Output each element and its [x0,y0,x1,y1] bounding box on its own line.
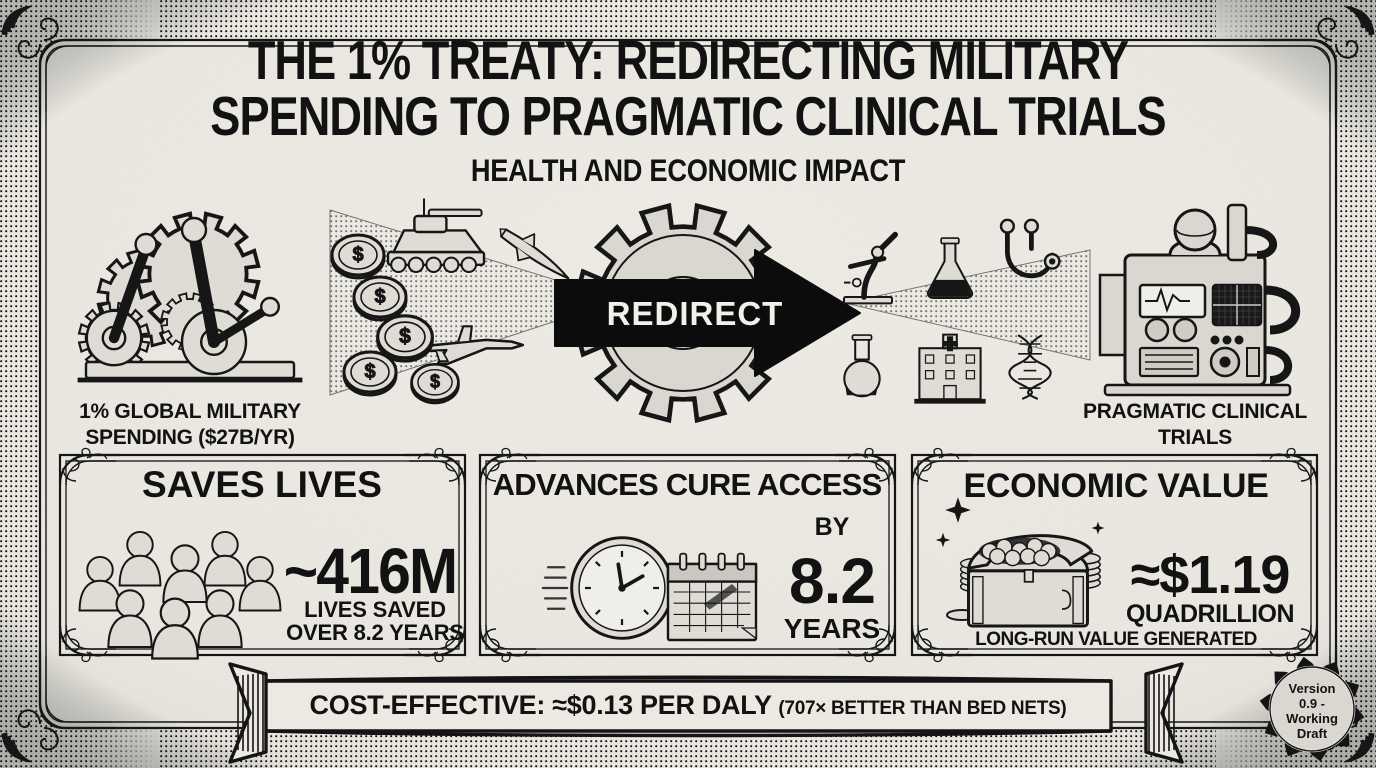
svg-text:≈$1.19: ≈$1.19 [1131,545,1290,605]
svg-text:PRAGMATIC CLINICAL: PRAGMATIC CLINICAL [1083,400,1307,423]
svg-text:COST-EFFECTIVE: ≈$0.13 PER DAL: COST-EFFECTIVE: ≈$0.13 PER DALY (707× BE… [310,690,1067,720]
svg-text:~416M: ~416M [284,536,456,608]
svg-text:BY: BY [815,513,850,541]
svg-text:LIVES SAVED: LIVES SAVED [304,597,446,622]
svg-text:REDIRECT: REDIRECT [607,295,784,332]
svg-text:ECONOMIC VALUE: ECONOMIC VALUE [964,467,1269,505]
svg-text:0.9 -: 0.9 - [1299,696,1325,711]
svg-text:LONG-RUN VALUE GENERATED: LONG-RUN VALUE GENERATED [975,629,1257,650]
svg-text:TRIALS: TRIALS [1158,426,1232,449]
svg-text:Version: Version [1289,681,1336,696]
svg-text:Working: Working [1286,711,1338,726]
svg-text:SAVES LIVES: SAVES LIVES [142,464,382,505]
svg-text:OVER 8.2 YEARS: OVER 8.2 YEARS [286,620,464,645]
svg-text:Draft: Draft [1297,726,1328,741]
svg-text:QUADRILLION: QUADRILLION [1126,600,1294,628]
svg-text:ADVANCES CURE ACCESS: ADVANCES CURE ACCESS [493,467,882,502]
svg-text:1% GLOBAL MILITARY: 1% GLOBAL MILITARY [79,400,301,423]
svg-text:YEARS: YEARS [784,613,880,644]
svg-text:SPENDING ($27B/YR): SPENDING ($27B/YR) [85,426,294,449]
svg-text:8.2: 8.2 [789,545,875,617]
